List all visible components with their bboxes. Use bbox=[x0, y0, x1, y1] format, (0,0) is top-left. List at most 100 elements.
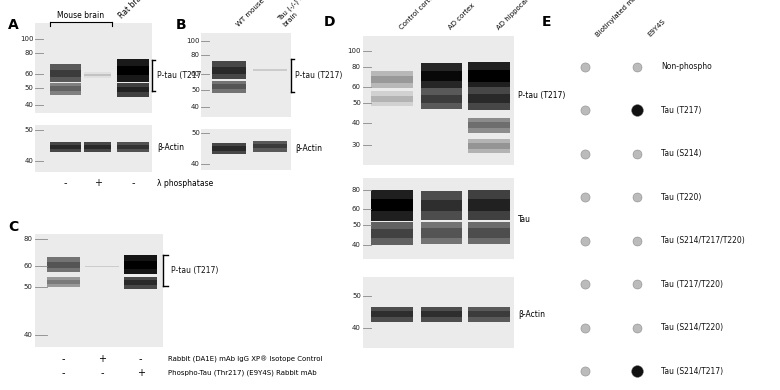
Bar bbox=[468, 144, 510, 149]
Text: 80: 80 bbox=[25, 50, 34, 56]
Bar bbox=[371, 229, 413, 238]
Bar bbox=[468, 139, 510, 152]
Bar bbox=[363, 277, 514, 348]
Bar bbox=[363, 36, 514, 165]
Bar bbox=[117, 66, 149, 75]
Text: Rat brain: Rat brain bbox=[118, 0, 149, 21]
Bar bbox=[47, 280, 80, 284]
Bar bbox=[124, 255, 158, 274]
Text: 50: 50 bbox=[352, 222, 361, 228]
Bar bbox=[35, 234, 163, 347]
Text: -: - bbox=[132, 178, 135, 188]
Text: 50: 50 bbox=[191, 130, 200, 136]
Bar bbox=[468, 87, 510, 110]
Text: 40: 40 bbox=[25, 158, 34, 164]
Text: B: B bbox=[176, 18, 186, 32]
Text: 50: 50 bbox=[191, 87, 200, 93]
Bar bbox=[468, 122, 510, 128]
Text: Tau (T217/T220): Tau (T217/T220) bbox=[661, 280, 723, 289]
Text: 50: 50 bbox=[24, 284, 33, 290]
Text: 50: 50 bbox=[25, 85, 34, 91]
Bar bbox=[201, 33, 292, 117]
Text: AD cortex: AD cortex bbox=[448, 2, 476, 31]
Bar bbox=[124, 277, 158, 289]
Text: 50: 50 bbox=[352, 293, 361, 299]
Text: Biotinylated marker: Biotinylated marker bbox=[594, 0, 647, 38]
Bar bbox=[468, 62, 510, 90]
Text: λ phosphatase: λ phosphatase bbox=[157, 179, 213, 188]
Text: -: - bbox=[139, 354, 143, 364]
Text: 40: 40 bbox=[352, 120, 361, 126]
Text: -: - bbox=[62, 354, 65, 364]
Bar bbox=[211, 147, 246, 151]
Bar bbox=[117, 87, 149, 92]
Bar bbox=[468, 199, 510, 211]
Text: P-tau (T217): P-tau (T217) bbox=[157, 71, 204, 80]
Text: 60: 60 bbox=[352, 206, 361, 212]
Bar bbox=[211, 62, 246, 79]
Bar bbox=[421, 307, 463, 322]
Text: Tau (S214/T217): Tau (S214/T217) bbox=[661, 367, 723, 376]
Text: +: + bbox=[136, 368, 145, 378]
Text: P-tau (T217): P-tau (T217) bbox=[295, 71, 342, 80]
Text: 30: 30 bbox=[352, 142, 361, 148]
Text: Tau (T220): Tau (T220) bbox=[661, 193, 701, 202]
Bar bbox=[211, 81, 246, 93]
Bar bbox=[371, 190, 413, 220]
Bar bbox=[51, 69, 81, 76]
Bar bbox=[468, 307, 510, 322]
Bar bbox=[51, 64, 81, 82]
Bar bbox=[468, 70, 510, 82]
Text: 80: 80 bbox=[352, 64, 361, 69]
Text: AD hippocampus: AD hippocampus bbox=[495, 0, 541, 31]
Text: Tau (-/-) mouse
brain: Tau (-/-) mouse brain bbox=[277, 0, 323, 27]
Bar bbox=[371, 96, 413, 102]
Bar bbox=[124, 280, 158, 285]
Bar bbox=[51, 142, 81, 152]
Bar bbox=[371, 71, 413, 88]
Bar bbox=[421, 222, 463, 245]
Bar bbox=[51, 87, 81, 91]
Text: β-Actin: β-Actin bbox=[295, 144, 322, 153]
Text: 60: 60 bbox=[352, 84, 361, 90]
Text: 40: 40 bbox=[24, 332, 33, 338]
Bar bbox=[468, 311, 510, 317]
Text: -: - bbox=[64, 178, 67, 188]
Bar bbox=[85, 264, 119, 269]
Text: Tau (S214/T220): Tau (S214/T220) bbox=[661, 323, 723, 332]
Bar bbox=[117, 83, 149, 97]
Text: 50: 50 bbox=[352, 100, 361, 106]
Bar bbox=[421, 311, 463, 317]
Text: Control cortex: Control cortex bbox=[398, 0, 438, 31]
Bar bbox=[51, 145, 81, 149]
Bar bbox=[84, 74, 112, 76]
Text: 60: 60 bbox=[191, 71, 200, 77]
Bar bbox=[47, 277, 80, 287]
Text: Non-phospho: Non-phospho bbox=[661, 62, 712, 71]
Bar bbox=[253, 67, 288, 73]
Text: +: + bbox=[98, 354, 106, 364]
Bar bbox=[371, 307, 413, 322]
Bar bbox=[371, 199, 413, 211]
Text: P-tau (T217): P-tau (T217) bbox=[171, 266, 218, 275]
Text: +: + bbox=[94, 178, 101, 188]
Bar bbox=[124, 261, 158, 268]
Bar bbox=[468, 229, 510, 238]
Bar bbox=[371, 222, 413, 245]
Text: 40: 40 bbox=[191, 104, 200, 110]
Text: 100: 100 bbox=[186, 38, 200, 44]
Text: 40: 40 bbox=[352, 324, 361, 331]
Bar bbox=[201, 129, 292, 170]
Text: Rabbit (DA1E) mAb IgG XP® Isotope Control: Rabbit (DA1E) mAb IgG XP® Isotope Contro… bbox=[168, 356, 323, 363]
Bar bbox=[117, 58, 149, 82]
Text: -: - bbox=[100, 368, 104, 378]
Text: Tau (S214): Tau (S214) bbox=[661, 149, 701, 158]
Text: E9Y4S: E9Y4S bbox=[647, 18, 666, 38]
Text: Mouse brain: Mouse brain bbox=[57, 11, 105, 21]
Bar bbox=[371, 91, 413, 106]
Bar bbox=[421, 200, 463, 211]
Text: 100: 100 bbox=[20, 36, 34, 42]
Bar bbox=[253, 69, 288, 71]
Bar bbox=[35, 23, 152, 113]
Bar bbox=[468, 94, 510, 103]
